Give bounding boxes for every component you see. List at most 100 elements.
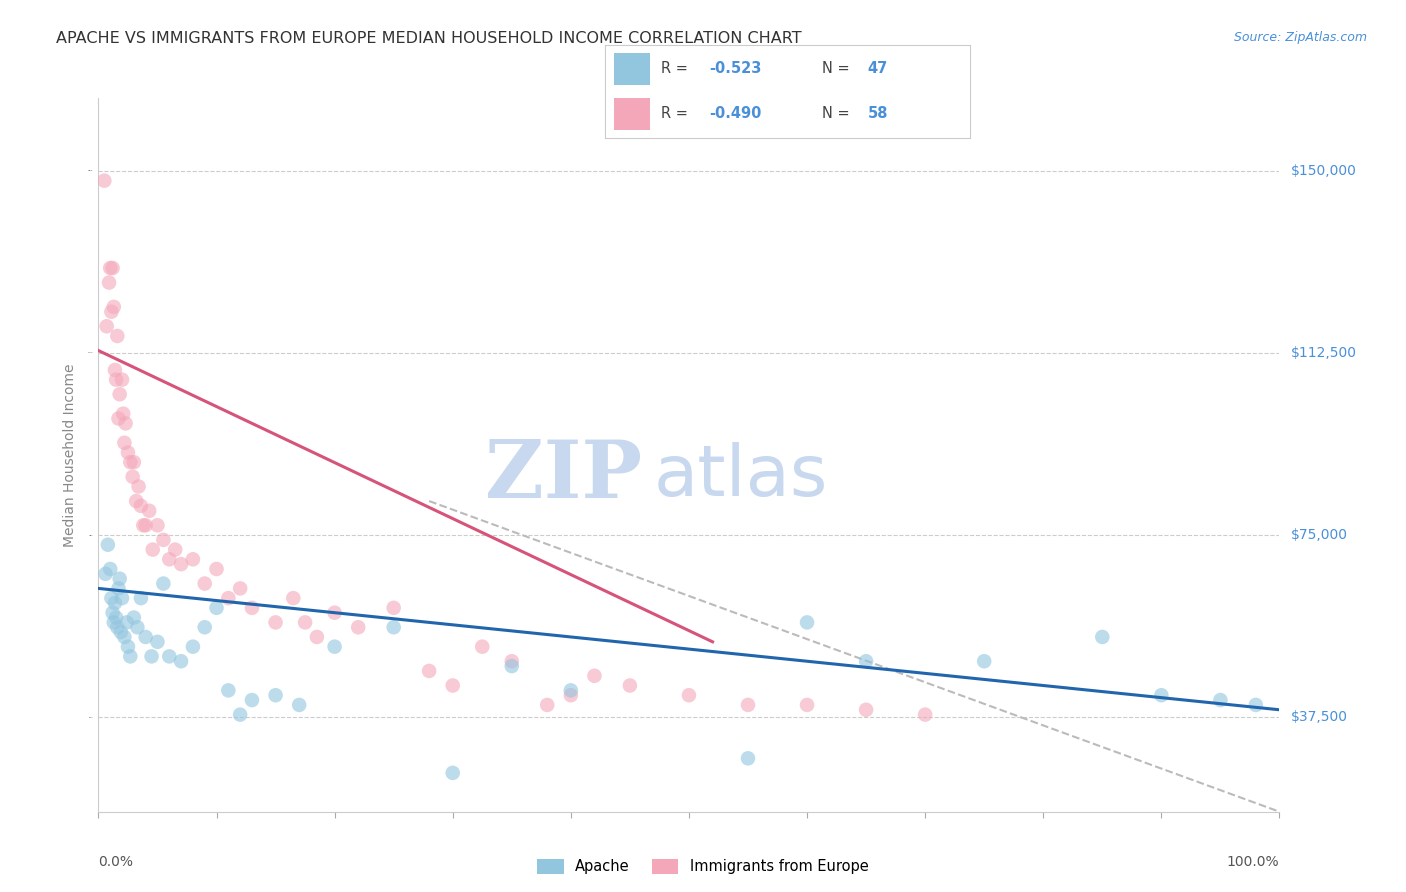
Point: [382, 620, 405, 634]
Point: [104, 363, 127, 377]
Point: [194, 576, 217, 591]
Point: [796, 698, 818, 712]
Point: [122, 610, 145, 624]
Text: APACHE VS IMMIGRANTS FROM EUROPE MEDIAN HOUSEHOLD INCOME CORRELATION CHART: APACHE VS IMMIGRANTS FROM EUROPE MEDIAN …: [56, 31, 801, 46]
Point: [100, 304, 122, 318]
Point: [100, 591, 122, 606]
Point: [93, 174, 115, 188]
Point: [560, 683, 582, 698]
Text: 0.0%: 0.0%: [98, 855, 134, 869]
Point: [135, 518, 157, 533]
Point: [165, 542, 187, 557]
Point: [117, 640, 139, 654]
Point: [181, 640, 204, 654]
Text: $112,500: $112,500: [1291, 346, 1357, 360]
Point: [146, 518, 169, 533]
Point: [382, 600, 405, 615]
Point: [98, 562, 121, 576]
Point: [112, 630, 135, 644]
Point: [855, 654, 877, 668]
Point: [135, 630, 157, 644]
Point: [96, 319, 118, 334]
Text: $150,000: $150,000: [1291, 164, 1357, 178]
Point: [97, 538, 120, 552]
Point: [1244, 698, 1267, 712]
Text: atlas: atlas: [654, 442, 828, 511]
Point: [471, 640, 494, 654]
Point: [94, 566, 117, 581]
Point: [264, 688, 287, 702]
Point: [323, 640, 346, 654]
Text: 47: 47: [868, 62, 889, 77]
Point: [98, 260, 121, 275]
Point: [129, 591, 152, 606]
Point: [229, 582, 252, 596]
Point: [796, 615, 818, 630]
Point: [737, 751, 759, 765]
Point: [142, 542, 165, 557]
Point: [105, 329, 128, 343]
Point: [101, 260, 124, 275]
Point: [152, 533, 174, 547]
Point: [132, 518, 155, 533]
Point: [305, 630, 328, 644]
Point: [737, 698, 759, 712]
Point: [288, 698, 311, 712]
Point: [441, 679, 464, 693]
Point: [101, 606, 124, 620]
Point: [619, 679, 641, 693]
Point: [111, 591, 134, 606]
Point: [855, 703, 877, 717]
Point: [1209, 693, 1232, 707]
Point: [121, 469, 143, 483]
Point: [418, 664, 440, 678]
Point: [283, 591, 305, 606]
Point: [103, 300, 125, 314]
Point: [98, 276, 121, 290]
Point: [115, 615, 138, 630]
Point: [127, 620, 149, 634]
Point: [181, 552, 204, 566]
Point: [103, 615, 125, 630]
Point: [217, 591, 239, 606]
Text: -0.490: -0.490: [709, 106, 761, 121]
Text: R =: R =: [661, 106, 693, 121]
Point: [117, 445, 139, 459]
Point: [120, 649, 142, 664]
Text: Source: ZipAtlas.com: Source: ZipAtlas.com: [1233, 31, 1367, 45]
Point: [111, 373, 134, 387]
Point: [973, 654, 995, 668]
Point: [205, 600, 228, 615]
Text: -0.523: -0.523: [709, 62, 761, 77]
Point: [294, 615, 316, 630]
Point: [128, 479, 150, 493]
Legend: Apache, Immigrants from Europe: Apache, Immigrants from Europe: [531, 853, 875, 880]
Point: [129, 499, 152, 513]
Point: [323, 606, 346, 620]
Point: [501, 659, 523, 673]
Point: [141, 649, 163, 664]
Point: [120, 455, 142, 469]
Point: [441, 765, 464, 780]
Point: [583, 669, 606, 683]
Point: [347, 620, 370, 634]
Point: [560, 688, 582, 702]
Point: [114, 417, 136, 431]
Point: [105, 620, 128, 634]
Point: [170, 654, 193, 668]
Text: R =: R =: [661, 62, 693, 77]
Point: [157, 649, 180, 664]
Point: [110, 625, 132, 640]
Point: [108, 387, 131, 401]
Point: [914, 707, 936, 722]
Text: N =: N =: [823, 106, 855, 121]
Point: [112, 435, 135, 450]
Bar: [614, 98, 651, 130]
Point: [264, 615, 287, 630]
Point: [170, 557, 193, 571]
Point: [112, 407, 135, 421]
Point: [125, 494, 148, 508]
Text: N =: N =: [823, 62, 855, 77]
Point: [152, 576, 174, 591]
Point: [104, 596, 127, 610]
